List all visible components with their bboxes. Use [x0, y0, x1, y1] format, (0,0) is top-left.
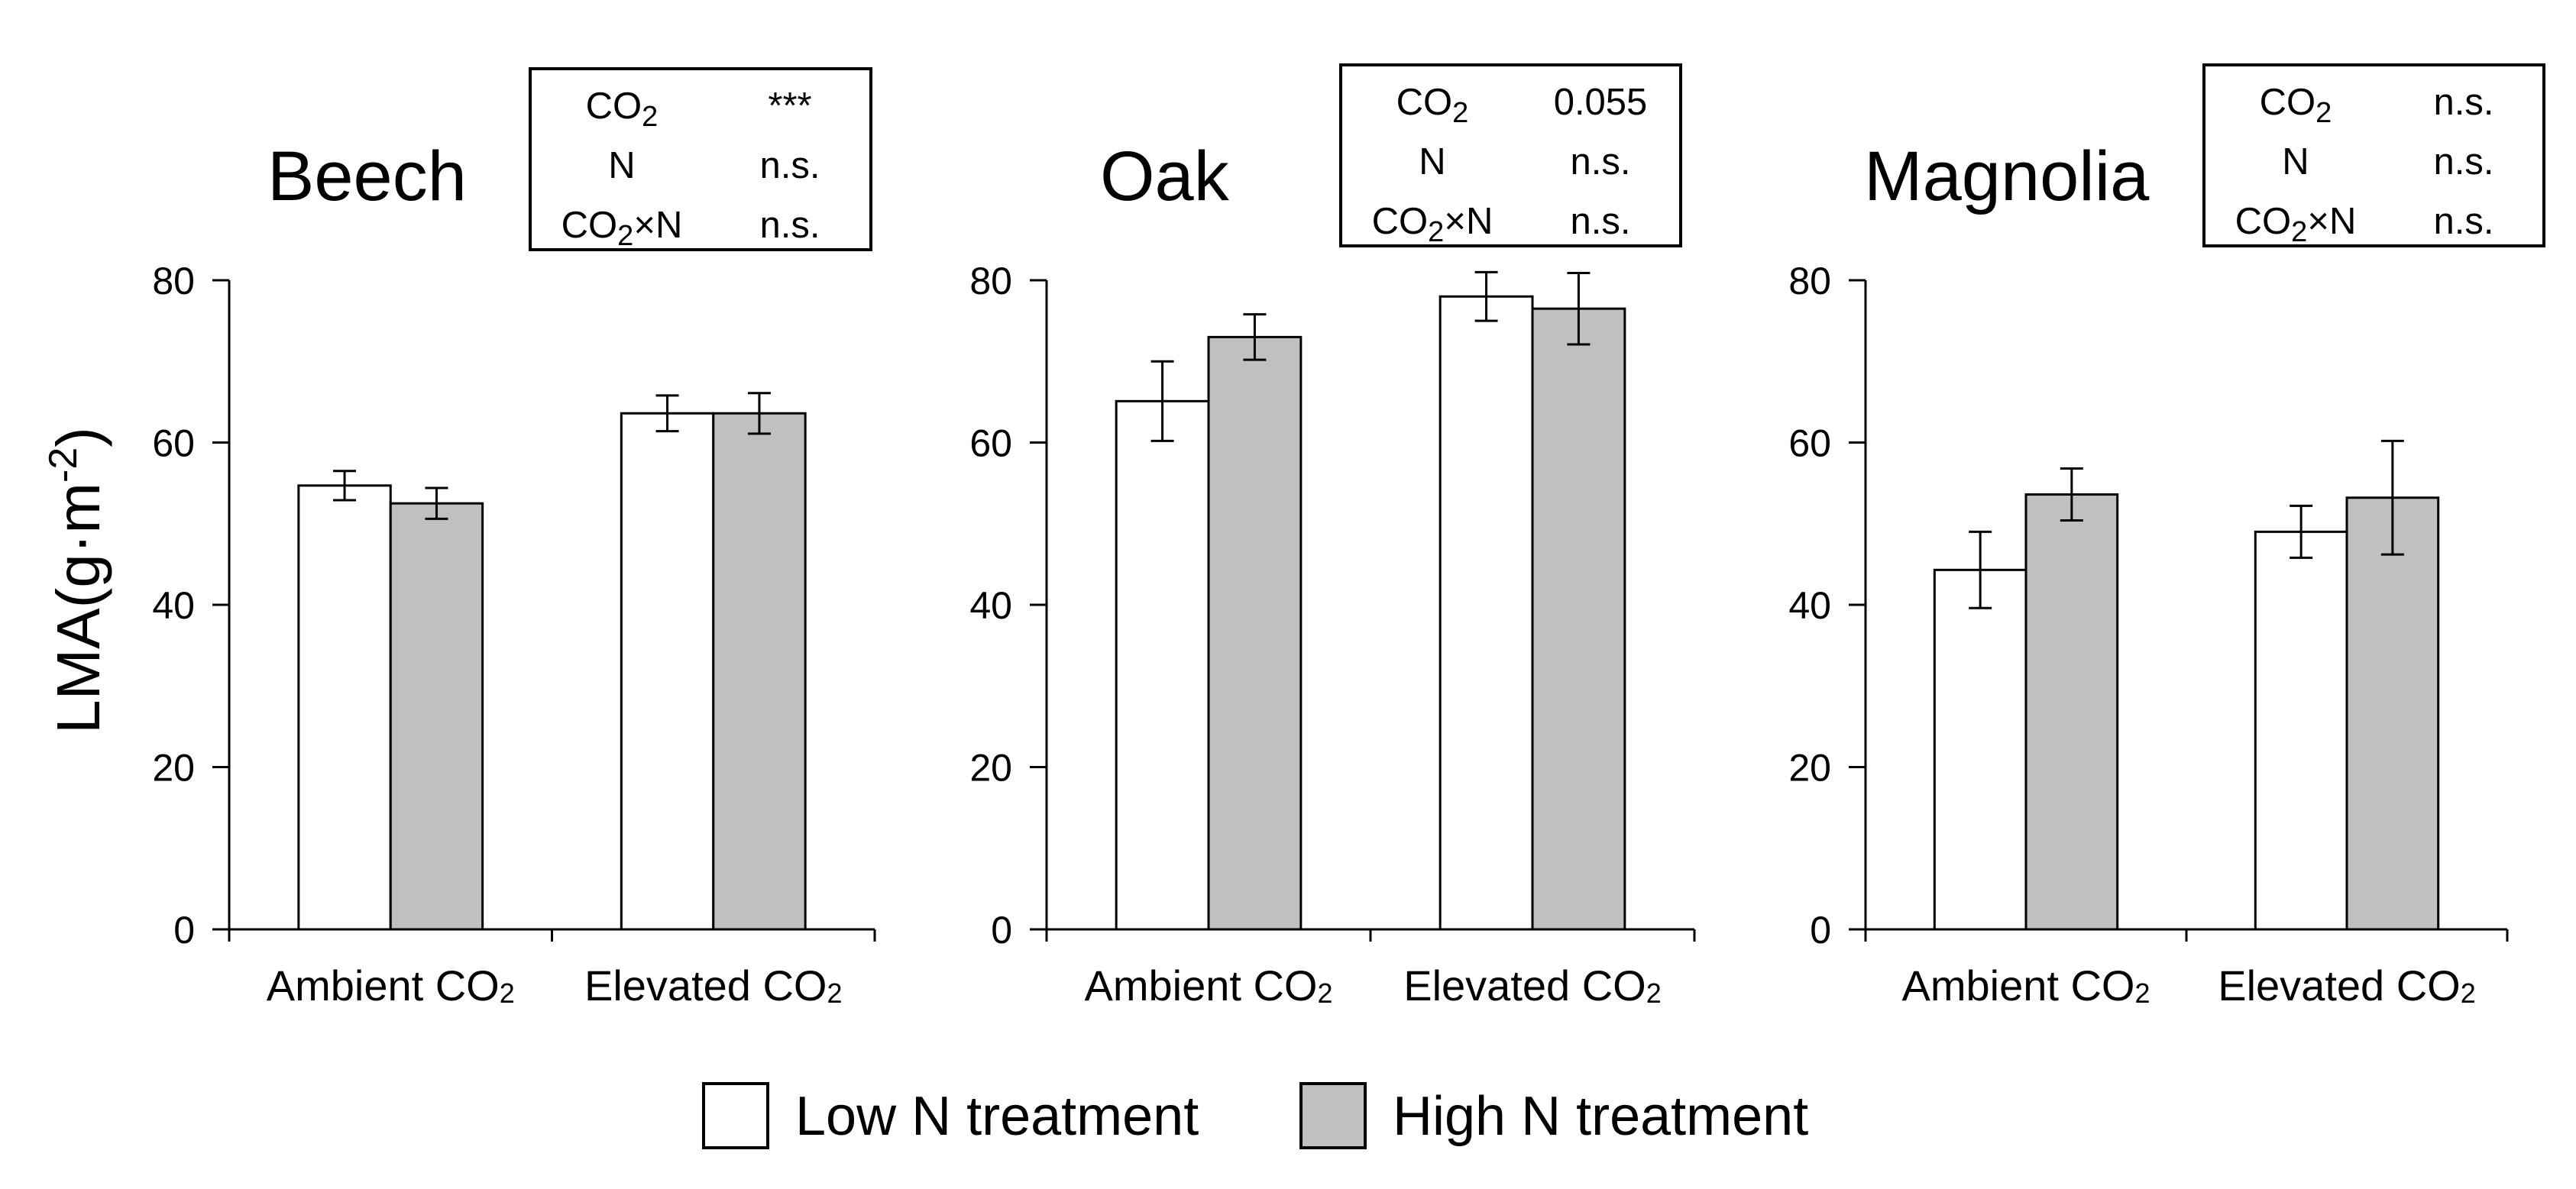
error-bar — [1969, 530, 1992, 609]
y-tick-label: 0 — [991, 909, 1012, 952]
stats-term: N — [1419, 141, 1445, 183]
stats-term: CO2 — [586, 86, 659, 133]
y-tick-label: 20 — [152, 747, 195, 790]
y-tick-label: 20 — [969, 747, 1012, 790]
stats-term: CO2×N — [2235, 201, 2357, 248]
y-tick-label: 40 — [969, 584, 1012, 627]
legend-swatch-high-n — [1299, 1082, 1367, 1149]
legend-label-low-n: Low N treatment — [795, 1086, 1199, 1147]
stats-table-box — [529, 67, 872, 251]
category-label: Elevated CO2 — [584, 961, 843, 1010]
stats-table-box — [2202, 63, 2545, 247]
bar-low-n — [2254, 530, 2348, 931]
category-label: Elevated CO2 — [1403, 961, 1662, 1010]
bar-low-n — [297, 484, 392, 931]
stats-term: N — [2282, 141, 2309, 183]
panel-title: Beech — [267, 137, 467, 215]
category-label: Ambient CO2 — [267, 961, 515, 1010]
stats-value: n.s. — [2434, 201, 2494, 242]
stats-value: *** — [768, 86, 811, 127]
bar-high-n — [389, 502, 484, 931]
error-bar — [2380, 439, 2404, 556]
panel-oak: Oak CO2 0.055 N n.s. CO2×N n.s. 0 20 40 60 80 Ambien… — [969, 63, 1696, 1010]
error-bar — [2060, 467, 2083, 522]
stats-term: CO2×N — [561, 205, 683, 252]
error-bar — [425, 486, 448, 520]
y-tick-label: 80 — [969, 260, 1012, 302]
stats-value: 0.055 — [1554, 82, 1648, 123]
bar-low-n — [1438, 295, 1534, 931]
panel-beech: Beech CO2 *** N n.s. CO2×N n.s. 0 20 40 60 80 Ambien… — [152, 67, 876, 1010]
y-axis-label: LMA(g·m-2) — [41, 427, 112, 734]
category-label: Elevated CO2 — [2218, 961, 2476, 1010]
y-axis-label-close: ) — [44, 427, 112, 447]
y-tick-label: 80 — [1788, 260, 1831, 302]
category-label: Ambient CO2 — [1084, 961, 1332, 1010]
y-tick-label: 80 — [152, 260, 195, 302]
stats-term: CO2×N — [1372, 201, 1493, 248]
stats-value: n.s. — [2434, 82, 2494, 123]
y-tick-label: 20 — [1788, 747, 1831, 790]
error-bar — [1474, 270, 1498, 322]
stats-table-box — [1339, 63, 1682, 247]
error-bar — [747, 392, 771, 435]
y-tick-label: 0 — [1810, 909, 1831, 952]
error-bar — [1243, 313, 1267, 361]
bar-low-n — [1115, 399, 1210, 931]
y-axis-label-main: LMA(g·m — [44, 483, 112, 734]
error-bar — [333, 470, 357, 502]
bar-high-n — [1207, 335, 1303, 931]
stats-value: n.s. — [2434, 141, 2494, 183]
stats-value: n.s. — [760, 145, 820, 186]
y-tick-label: 40 — [1788, 584, 1831, 627]
error-bar — [2290, 504, 2313, 559]
bar-high-n — [2024, 493, 2119, 931]
stats-value: n.s. — [1571, 201, 1631, 242]
panel-title: Oak — [1100, 137, 1230, 215]
panel-title: Magnolia — [1864, 137, 2150, 215]
bar-low-n — [1933, 568, 2027, 931]
stats-value: n.s. — [760, 205, 820, 246]
y-tick-label: 0 — [173, 909, 195, 952]
bar-high-n — [2345, 496, 2440, 931]
y-axis-label-superscript: -2 — [41, 447, 86, 483]
bar-high-n — [1531, 307, 1626, 931]
error-bar — [1150, 360, 1174, 442]
stats-value: n.s. — [1571, 141, 1631, 183]
legend-label-high-n: High N treatment — [1393, 1086, 1808, 1147]
legend-swatch-low-n — [702, 1082, 769, 1149]
legend: Low N treatment High N treatment — [702, 1082, 1808, 1149]
y-tick-label: 60 — [1788, 422, 1831, 465]
category-label: Ambient CO2 — [1901, 961, 2150, 1010]
panel-magnolia: Magnolia CO2 n.s. N n.s. CO2×N n.s. 0 20 40 60 80 Am… — [1788, 63, 2545, 1010]
stats-term: CO2 — [2260, 82, 2332, 129]
chart-panels: Beech CO2 *** N n.s. CO2×N n.s. 0 20 40 60 80 Ambien… — [152, 63, 2545, 1010]
y-tick-label: 60 — [969, 422, 1012, 465]
bar-low-n — [620, 412, 715, 931]
error-bar — [655, 394, 679, 433]
stats-term: N — [608, 145, 635, 186]
y-tick-label: 40 — [152, 584, 195, 627]
error-bar — [1567, 271, 1591, 346]
bar-high-n — [712, 412, 807, 931]
stats-term: CO2 — [1396, 82, 1469, 129]
y-tick-label: 60 — [152, 422, 195, 465]
